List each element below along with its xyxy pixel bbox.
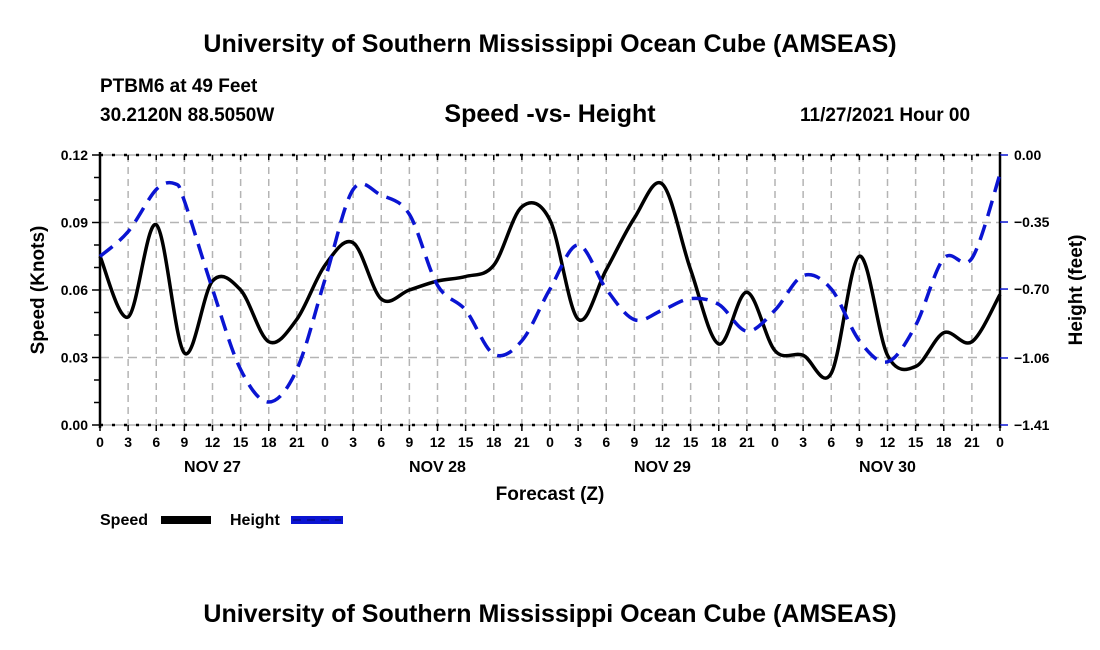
x-tick-label: 0 <box>321 434 329 450</box>
date-stamp: 11/27/2021 Hour 00 <box>800 105 971 126</box>
x-tick-label: 6 <box>377 434 385 450</box>
x-tick-label: 18 <box>936 434 952 450</box>
chart-subtitle: Speed -vs- Height <box>444 100 656 128</box>
chart-footer-title: University of Southern Mississippi Ocean… <box>203 600 897 628</box>
x-tick-label: 3 <box>349 434 357 450</box>
axes <box>92 152 1008 431</box>
x-tick-label: 18 <box>486 434 502 450</box>
x-tick-label: 21 <box>964 434 980 450</box>
y2-tick-label: −0.35 <box>1014 214 1050 230</box>
y2-tick-label: 0.00 <box>1014 147 1041 163</box>
x-tick-label: 21 <box>514 434 530 450</box>
x-tick-label: 3 <box>799 434 807 450</box>
legend-label-speed: Speed <box>100 512 148 529</box>
y-axis-title: Speed (Knots) <box>28 226 49 355</box>
day-label: NOV 27 <box>184 459 241 476</box>
x-tick-label: 9 <box>405 434 413 450</box>
legend-swatch-speed <box>161 516 211 524</box>
x-tick-label: 9 <box>855 434 863 450</box>
y2-tick-label: −1.41 <box>1014 417 1050 433</box>
x-tick-label: 0 <box>996 434 1004 450</box>
y2-axis-title: Height (feet) <box>1066 235 1087 346</box>
y2-tick-label: −0.70 <box>1014 281 1050 297</box>
y-tick-label: 0.12 <box>61 147 88 163</box>
x-tick-label: 0 <box>771 434 779 450</box>
x-tick-label: 6 <box>827 434 835 450</box>
x-axis-title: Forecast (Z) <box>496 484 605 505</box>
y2-tick-label: −1.06 <box>1014 350 1050 366</box>
y-tick-label: 0.06 <box>61 282 88 298</box>
x-tick-label: 15 <box>908 434 924 450</box>
y-tick-label: 0.00 <box>61 417 88 433</box>
legend: Speed Height <box>100 512 343 529</box>
x-tick-label: 15 <box>683 434 699 450</box>
coordinates-label: 30.2120N 88.5050W <box>100 105 275 126</box>
x-tick-label: 3 <box>124 434 132 450</box>
x-tick-label: 0 <box>546 434 554 450</box>
x-tick-label: 0 <box>96 434 104 450</box>
x-tick-label: 21 <box>739 434 755 450</box>
day-label: NOV 29 <box>634 459 691 476</box>
day-label: NOV 30 <box>859 459 916 476</box>
station-label: PTBM6 at 49 Feet <box>100 76 258 97</box>
chart-main-title: University of Southern Mississippi Ocean… <box>203 30 897 58</box>
series-line-speed <box>98 180 1002 380</box>
tick-labels: 0.00 0.03 0.06 0.09 0.12 0.00 −0.35 −0.70 −1.06 −… <box>61 147 1050 476</box>
x-tick-label: 12 <box>655 434 671 450</box>
x-tick-label: 3 <box>574 434 582 450</box>
x-tick-label: 18 <box>711 434 727 450</box>
x-tick-label: 12 <box>205 434 221 450</box>
x-tick-label: 18 <box>261 434 277 450</box>
x-tick-label: 12 <box>430 434 446 450</box>
y-tick-label: 0.03 <box>61 350 88 366</box>
x-tick-label: 15 <box>458 434 474 450</box>
x-tick-label: 6 <box>602 434 610 450</box>
legend-label-height: Height <box>230 512 280 529</box>
x-tick-label: 6 <box>152 434 160 450</box>
x-tick-label: 9 <box>180 434 188 450</box>
series-layer <box>98 173 1002 404</box>
legend-swatch-height <box>291 516 343 524</box>
series-line-height <box>98 173 1002 404</box>
x-tick-label: 21 <box>289 434 305 450</box>
day-label: NOV 28 <box>409 459 466 476</box>
x-tick-label: 12 <box>880 434 896 450</box>
x-tick-label: 9 <box>630 434 638 450</box>
x-tick-label: 15 <box>233 434 249 450</box>
y-tick-label: 0.09 <box>61 215 88 231</box>
